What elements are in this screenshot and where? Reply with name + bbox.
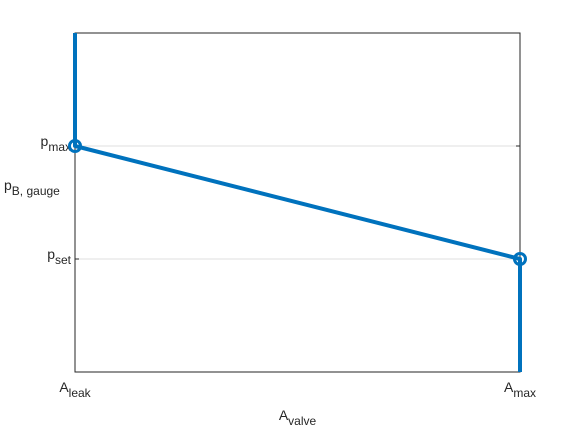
marker <box>68 139 82 153</box>
x-tick-label: Amax <box>504 379 536 400</box>
y-axis-label-sub: B, gauge <box>12 184 60 198</box>
x-tick-label-main: A <box>59 379 69 395</box>
y-tick-label: pset <box>47 246 71 267</box>
y-tick-label-main: p <box>47 246 55 262</box>
y-tick-label-sub: max <box>48 140 71 154</box>
y-tick-label-main: p <box>41 133 49 149</box>
x-tick-label: Aleak <box>59 379 91 400</box>
y-axis-label: pB, gauge <box>4 177 60 198</box>
x-tick-label-sub: leak <box>69 386 92 400</box>
plot-frame <box>74 32 521 373</box>
x-tick-label-sub: max <box>513 386 536 400</box>
x-axis-label-main: A <box>279 407 289 423</box>
y-axis-label-main: p <box>4 177 12 193</box>
x-axis-label: Avalve <box>279 407 317 428</box>
line <box>73 33 522 372</box>
y-tick-label: pmax <box>41 133 71 154</box>
x-tick-label-main: A <box>504 379 514 395</box>
y-tick-label-sub: set <box>55 253 72 267</box>
marker <box>513 252 527 266</box>
x-axis-label-sub: valve <box>288 414 316 428</box>
